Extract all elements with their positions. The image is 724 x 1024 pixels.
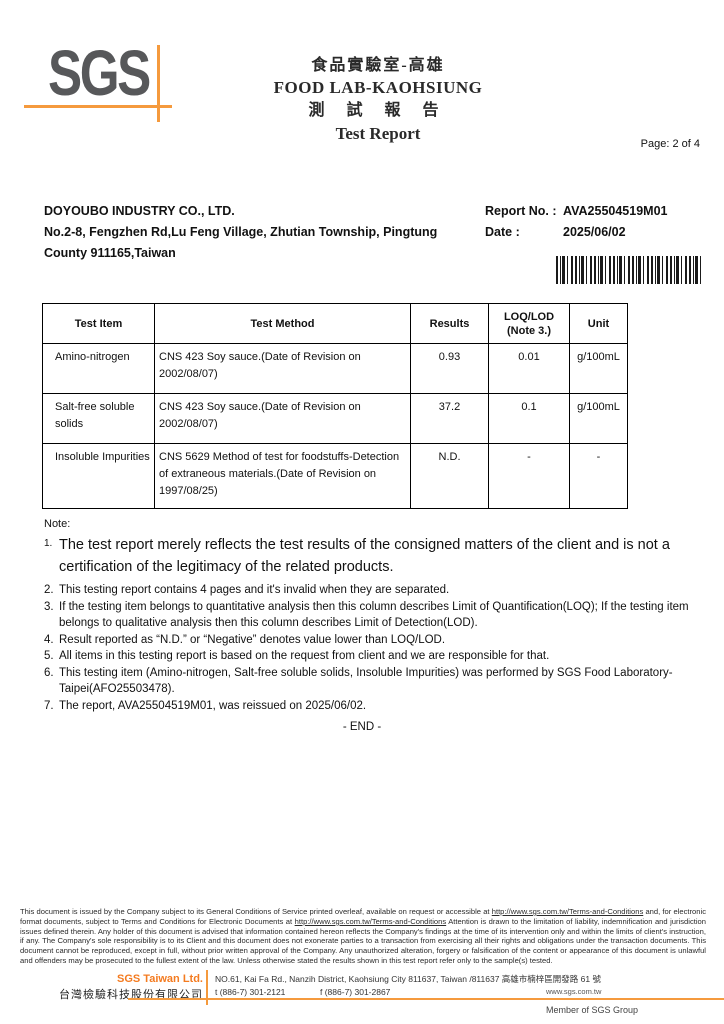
- client-block: DOYOUBO INDUSTRY CO., LTD. No.2-8, Fengz…: [44, 201, 484, 264]
- sgs-logo-text: SGS: [48, 37, 151, 109]
- footer-address: NO.61, Kai Fa Rd., Nanzih District, Kaoh…: [215, 974, 601, 984]
- sgs-logo: SGS: [46, 37, 196, 120]
- results-table: Test Item Test Method Results LOQ/LOD (N…: [42, 303, 628, 509]
- client-address-line1: No.2-8, Fengzhen Rd,Lu Feng Village, Zhu…: [44, 225, 438, 239]
- col-header-loq-lod: LOQ/LOD (Note 3.): [488, 303, 570, 344]
- col-header-test-method: Test Method: [154, 303, 411, 344]
- report-no-label: Report No. :: [485, 204, 557, 218]
- date-value: 2025/06/02: [563, 225, 626, 239]
- report-header: 食品實驗室-高雄 FOOD LAB-KAOHSIUNG 測 試 報 告 Test…: [16, 55, 724, 145]
- footer-member-text: Member of SGS Group: [546, 1005, 639, 1015]
- cell-result: 0.93: [410, 343, 489, 394]
- client-address-line2: County 911165,Taiwan: [44, 246, 176, 260]
- footer-telephone: t (886-7) 301-2121: [215, 987, 286, 997]
- cell-result: 37.2: [410, 393, 489, 444]
- footer-company-name-en: SGS Taiwan Ltd.: [117, 973, 203, 985]
- lab-name-chinese: 食品實驗室-高雄: [311, 57, 445, 74]
- report-info-block: Report No. : AVA25504519M01 Date : 2025/…: [485, 201, 667, 243]
- date-label: Date :: [485, 225, 520, 239]
- table-row: Salt-free soluble solids CNS 423 Soy sau…: [42, 393, 628, 444]
- footer-fax: f (886-7) 301-2867: [320, 987, 391, 997]
- cell-loq-lod: 0.01: [488, 343, 570, 394]
- cell-test-method: CNS 5629 Method of test for foodstuffs-D…: [154, 443, 411, 509]
- note-item-5: 5. All items in this testing report is b…: [44, 650, 550, 662]
- report-title-english: Test Report: [335, 124, 421, 143]
- terms-link-2[interactable]: http://www.sgs.com.tw/Terms-and-Conditio…: [294, 916, 447, 926]
- cell-test-item: Amino-nitrogen: [42, 343, 155, 394]
- footer-address-block: NO.61, Kai Fa Rd., Nanzih District, Kaoh…: [215, 973, 645, 999]
- note-item-7: 7. The report, AVA25504519M01, was reiss…: [44, 699, 367, 712]
- terms-disclaimer: This document is issued by the Company s…: [20, 907, 706, 966]
- report-barcode: [556, 256, 701, 284]
- footer-divider-vertical-line: [206, 970, 208, 1005]
- logo-crosshair-vertical-line: [157, 45, 160, 122]
- note-item-2: 2. This testing report contains 4 pages …: [44, 584, 450, 596]
- end-marker: - END -: [342, 721, 382, 733]
- table-header-row: Test Item Test Method Results LOQ/LOD (N…: [42, 303, 628, 344]
- footer-company-name-zh: 台灣檢驗科技股份有限公司: [59, 989, 203, 1001]
- footer-website[interactable]: www.sgs.com.tw: [546, 987, 602, 996]
- table-row: Amino-nitrogen CNS 423 Soy sauce.(Date o…: [42, 343, 628, 394]
- col-header-unit: Unit: [569, 303, 628, 344]
- cell-test-method: CNS 423 Soy sauce.(Date of Revision on 2…: [154, 393, 411, 444]
- client-name: DOYOUBO INDUSTRY CO., LTD.: [44, 204, 235, 218]
- cell-unit: g/100mL: [569, 343, 628, 394]
- cell-loq-lod: -: [488, 443, 570, 509]
- note-item-1: 1. The test report merely reflects the t…: [44, 537, 670, 575]
- cell-result: N.D.: [410, 443, 489, 509]
- note-item-4: 4. Result reported as “N.D.” or “Negativ…: [44, 633, 446, 646]
- page-number: Page: 2 of 4: [640, 138, 700, 150]
- footer-divider-horizontal-line: [128, 998, 724, 1000]
- terms-link-1[interactable]: http://www.sgs.com.tw/Terms-and-Conditio…: [491, 907, 644, 916]
- cell-test-method: CNS 423 Soy sauce.(Date of Revision on 2…: [154, 343, 411, 394]
- notes-heading: Note:: [44, 518, 71, 530]
- logo-crosshair-horizontal-line: [24, 105, 172, 108]
- cell-unit: g/100mL: [569, 393, 628, 444]
- note-item-3: 3. If the testing item belongs to quanti…: [44, 600, 689, 630]
- cell-test-item: Insoluble Impurities: [42, 443, 155, 509]
- col-header-results: Results: [410, 303, 489, 344]
- disclaimer-text-3: Attention is drawn to the limitation of …: [20, 916, 706, 965]
- cell-test-item: Salt-free soluble solids: [42, 393, 155, 444]
- cell-loq-lod: 0.1: [488, 393, 570, 444]
- report-title-chinese: 測 試 報 告: [308, 102, 448, 119]
- notes-section: Note: 1. The test report merely reflects…: [44, 517, 694, 714]
- cell-unit: -: [569, 443, 628, 509]
- disclaimer-text-1: This document is issued by the Company s…: [20, 907, 492, 916]
- note-item-6: 6. This testing item (Amino-nitrogen, Sa…: [44, 666, 673, 696]
- disclaimer-text-2: and, for electronic format documents, su…: [20, 907, 706, 926]
- report-no-value: AVA25504519M01: [563, 204, 668, 218]
- col-header-test-item: Test Item: [42, 303, 155, 344]
- table-row: Insoluble Impurities CNS 5629 Method of …: [42, 443, 628, 509]
- lab-name-english: FOOD LAB-KAOHSIUNG: [273, 78, 483, 97]
